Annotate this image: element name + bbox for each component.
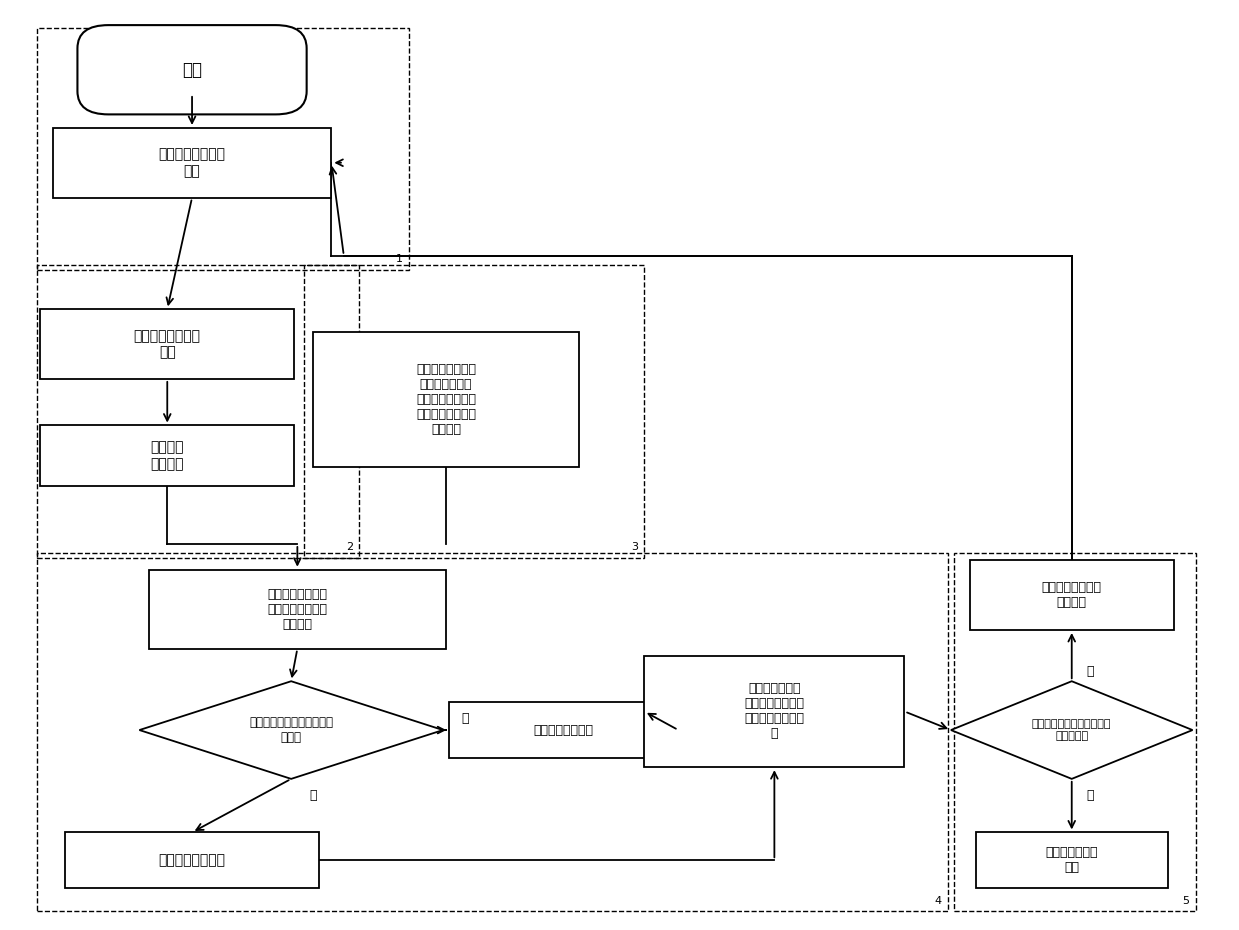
Text: 2: 2 — [346, 542, 353, 552]
Text: 结束并记录相关
数据: 结束并记录相关 数据 — [1046, 846, 1098, 874]
Text: 畸变应变
流体流速: 畸变应变 流体流速 — [150, 441, 185, 471]
Polygon shape — [139, 681, 444, 779]
Text: 骨折区域生物学建
模（细胞浓度建
模、生长因子浓度
建模和细胞胞外基
质建模）: 骨折区域生物学建 模（细胞浓度建 模、生长因子浓度 建模和细胞胞外基 质建模） — [416, 364, 476, 436]
Bar — [969, 560, 1173, 631]
Text: 判断是否促进与力相关的生
理过程: 判断是否促进与力相关的生 理过程 — [249, 716, 333, 744]
Text: 是: 是 — [310, 790, 317, 802]
Text: 开始: 开始 — [182, 60, 202, 79]
Text: 3: 3 — [631, 542, 638, 552]
Bar — [37, 265, 359, 558]
Text: 骨折区域力学模型
建立: 骨折区域力学模型 建立 — [134, 329, 201, 359]
Polygon shape — [952, 681, 1192, 779]
Bar — [41, 309, 295, 379]
Bar — [37, 28, 409, 270]
Text: 是: 是 — [1087, 790, 1094, 802]
Bar — [41, 426, 295, 485]
Text: 4: 4 — [934, 896, 942, 906]
Text: 否: 否 — [1087, 666, 1094, 678]
Bar — [37, 553, 948, 911]
Text: 5: 5 — [1182, 896, 1189, 906]
Bar — [976, 832, 1167, 888]
Bar — [64, 832, 320, 888]
Bar — [954, 553, 1196, 911]
Text: 骨折区域分析模型
建立: 骨折区域分析模型 建立 — [159, 148, 225, 178]
Text: 判断当前材料属性是否等于
骨材料属性: 判断当前材料属性是否等于 骨材料属性 — [1032, 719, 1111, 741]
Text: 力学刺激与与力学
刺激相关生理过程
关系建立: 力学刺激与与力学 刺激相关生理过程 关系建立 — [268, 588, 327, 631]
Text: 促进相关生理过程: 促进相关生理过程 — [159, 853, 225, 868]
Bar — [450, 702, 679, 758]
Text: 1: 1 — [395, 254, 403, 264]
Bar — [149, 569, 446, 649]
Bar — [312, 333, 580, 468]
Text: 否: 否 — [461, 712, 470, 725]
Bar — [52, 128, 332, 198]
Text: 求解相关细胞浓
度、生长因子浓度
和细胞胞外基质浓
度: 求解相关细胞浓 度、生长因子浓度 和细胞胞外基质浓 度 — [745, 683, 804, 740]
Bar — [644, 656, 904, 767]
FancyBboxPatch shape — [77, 25, 306, 114]
Text: 抑制相关生理过程: 抑制相关生理过程 — [534, 724, 593, 737]
Text: 更新骨折区域单元
材料属性: 更新骨折区域单元 材料属性 — [1042, 581, 1101, 609]
Bar — [304, 265, 644, 558]
